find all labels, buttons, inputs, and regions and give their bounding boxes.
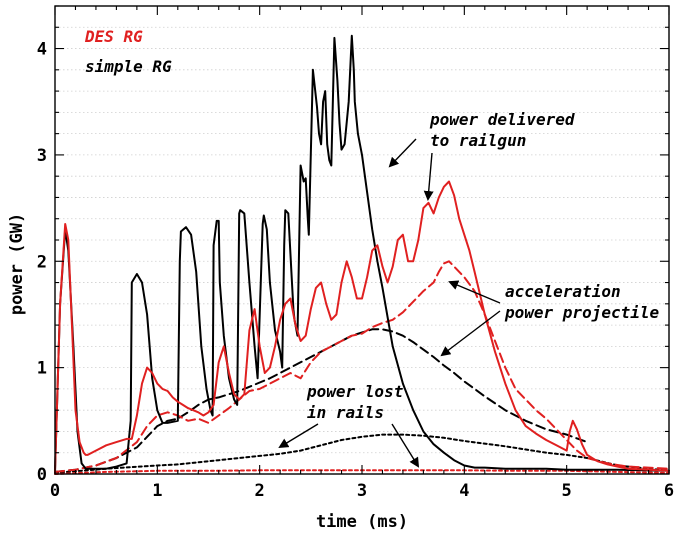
x-tick-label: 5 (562, 481, 572, 501)
annotation-power-delivered: power delivered to railgun (390, 110, 575, 199)
arrow-to-des-lost (392, 424, 418, 466)
annotation-power-delivered-line-1: power delivered (429, 110, 575, 129)
annotation-power-lost: power lost in rails (280, 382, 418, 466)
y-tick-label: 0 (37, 465, 47, 485)
arrow-to-simple-lost (280, 424, 318, 447)
x-tick-label: 3 (357, 481, 367, 501)
y-tick-label: 3 (37, 146, 47, 166)
annotation-power-lost-line-1: power lost (306, 382, 404, 401)
arrow-to-simple-delivered (390, 139, 416, 166)
annotation-acceleration-power: acceleration power projectile (442, 282, 659, 355)
y-tick-label: 1 (37, 359, 47, 379)
legend-entry-simple-rg: simple RG (85, 57, 172, 76)
x-tick-label: 4 (459, 481, 469, 501)
annotation-acceleration-line-1: acceleration (505, 282, 621, 301)
x-tick-label: 2 (255, 481, 265, 501)
annotation-acceleration-line-2: power projectile (504, 303, 659, 322)
x-axis-title: time (ms) (316, 512, 408, 532)
legend-entry-des-rg: DES RG (84, 27, 143, 46)
y-axis-title: power (GW) (7, 213, 27, 315)
annotation-power-delivered-line-2: to railgun (430, 131, 526, 150)
y-tick-label: 2 (37, 252, 47, 272)
arrow-to-des-acceleration (450, 282, 500, 303)
annotation-power-lost-line-2: in rails (307, 403, 384, 422)
legend: DES RG simple RG (84, 27, 172, 76)
y-tick-label: 4 (37, 40, 47, 60)
x-tick-label: 6 (664, 481, 674, 501)
x-tick-label: 1 (152, 481, 162, 501)
x-tick-label: 0 (50, 481, 60, 501)
